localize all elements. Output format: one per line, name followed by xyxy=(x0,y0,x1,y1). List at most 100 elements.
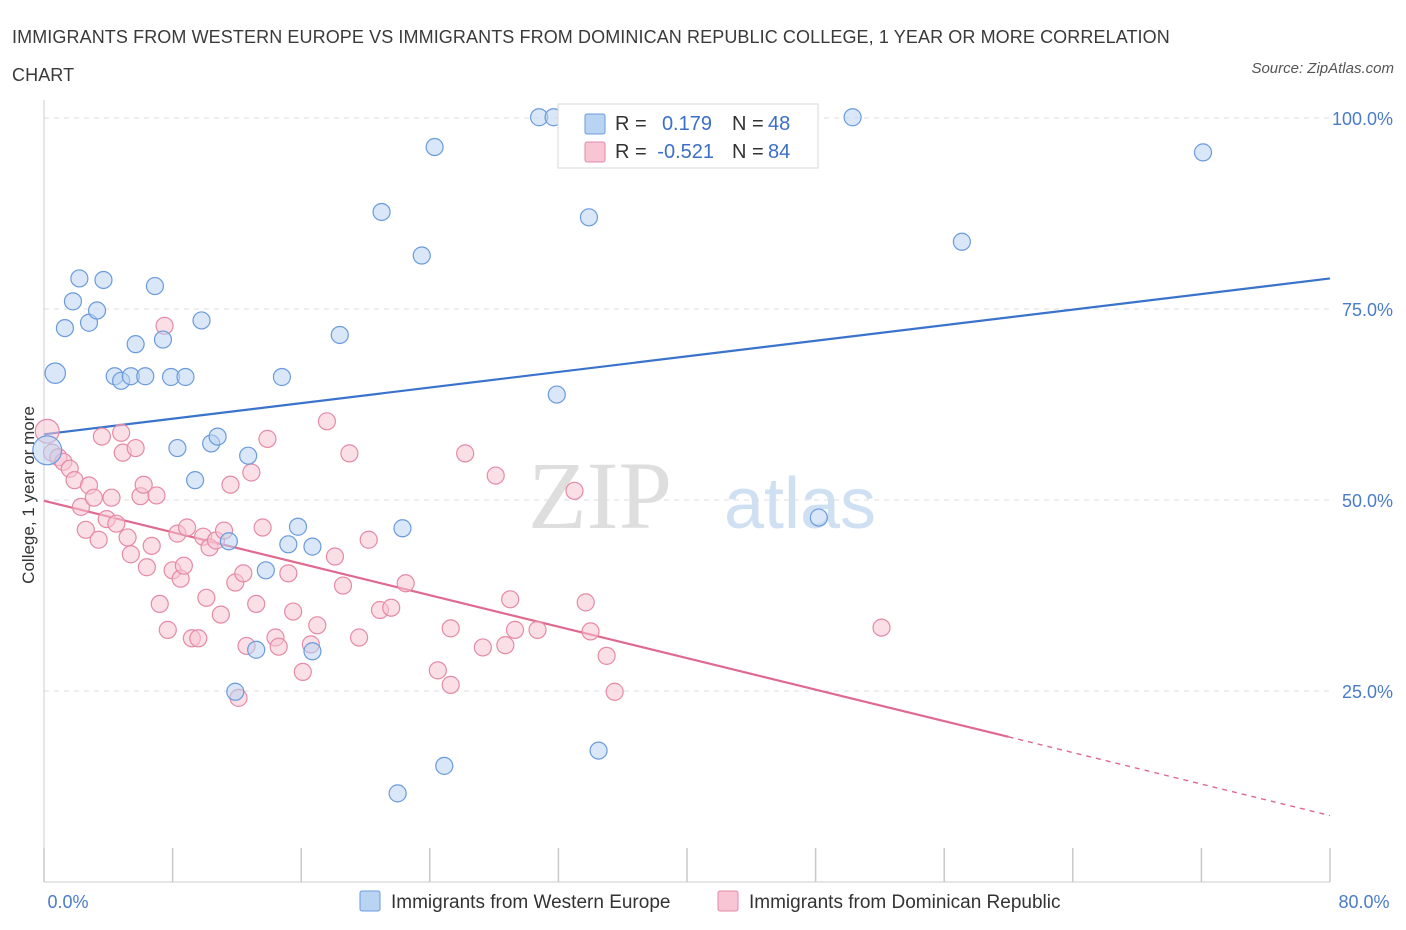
data-point-dominican-republic xyxy=(396,574,415,593)
trend-line-western-europe xyxy=(43,277,1331,436)
legend-label-western-europe: Immigrants from Western Europe xyxy=(391,892,670,913)
legend-swatch-pink xyxy=(717,890,739,912)
legend-label-dominican-republic: Immigrants from Dominican Republic xyxy=(749,892,1061,913)
data-point-western-europe xyxy=(226,682,245,701)
watermark-atlas: atlas xyxy=(724,464,876,544)
stats-r-label: R = xyxy=(615,141,647,163)
watermark-zip: ZIP xyxy=(528,442,672,549)
data-point-dominican-republic xyxy=(333,576,353,595)
data-point-dominican-republic xyxy=(102,488,121,507)
data-point-western-europe xyxy=(176,367,195,387)
chart-title: IMMIGRANTS FROM WESTERN EUROPE VS IMMIGR… xyxy=(12,27,1170,85)
data-point-dominican-republic xyxy=(221,475,240,494)
data-point-western-europe xyxy=(579,208,599,227)
data-point-dominican-republic xyxy=(76,520,95,539)
data-point-dominican-republic xyxy=(473,638,492,657)
data-point-dominican-republic xyxy=(242,463,261,482)
y-tick-label: 25.0% xyxy=(1342,682,1393,702)
data-point-western-europe xyxy=(288,517,308,536)
data-point-dominican-republic xyxy=(293,662,312,682)
data-point-dominican-republic xyxy=(269,637,288,656)
data-point-western-europe xyxy=(247,640,266,659)
trend-line-dominican-extension xyxy=(1008,736,1331,817)
data-point-dominican-republic xyxy=(71,497,91,516)
data-point-western-europe xyxy=(809,508,828,527)
y-tick-label: 75.0% xyxy=(1342,300,1393,320)
data-point-dominican-republic xyxy=(174,556,193,575)
data-point-dominican-republic xyxy=(496,636,515,655)
stats-r-value: 0.179 xyxy=(662,113,712,135)
legend: Immigrants from Western Europe Immigrant… xyxy=(359,890,1061,913)
data-point-dominican-republic xyxy=(605,682,624,701)
data-point-dominican-republic xyxy=(107,514,126,533)
data-point-western-europe xyxy=(388,784,407,803)
data-point-western-europe xyxy=(219,532,238,551)
data-point-western-europe xyxy=(192,311,211,330)
data-point-dominican-republic xyxy=(325,547,345,566)
data-point-dominican-republic xyxy=(89,530,108,549)
data-point-western-europe xyxy=(272,367,292,387)
data-point-dominican-republic xyxy=(142,536,161,555)
stats-n-value: 84 xyxy=(768,141,790,163)
data-point-dominican-republic xyxy=(150,594,169,614)
data-point-dominican-republic xyxy=(147,486,166,505)
data-point-western-europe xyxy=(186,471,205,490)
gridlines xyxy=(44,117,1330,692)
data-point-dominican-republic xyxy=(211,605,230,624)
data-point-dominican-republic xyxy=(92,427,111,446)
data-point-dominican-republic xyxy=(581,622,600,641)
data-point-dominican-republic xyxy=(501,590,520,609)
y-axis-label: College, 1 year or more xyxy=(19,406,38,584)
data-point-dominican-republic xyxy=(137,558,156,577)
data-point-dominican-republic xyxy=(317,412,337,431)
y-tick-label: 50.0% xyxy=(1342,491,1393,511)
data-point-dominican-republic xyxy=(486,466,505,485)
data-point-western-europe xyxy=(843,108,862,127)
x-tick-label: 0.0% xyxy=(47,892,88,912)
data-point-western-europe xyxy=(1193,143,1213,162)
data-point-dominican-republic xyxy=(158,620,177,639)
x-tick-label: 80.0% xyxy=(1338,892,1389,912)
legend-swatch-blue xyxy=(359,890,381,912)
data-point-dominican-republic xyxy=(279,564,298,583)
data-point-dominican-republic xyxy=(359,530,378,549)
data-point-western-europe xyxy=(239,446,258,465)
data-point-western-europe xyxy=(126,335,145,354)
data-point-dominican-republic xyxy=(505,620,525,639)
trend-lines xyxy=(43,277,1331,817)
stats-box: R = 0.179 N = 48 R = -0.521 N = 84 xyxy=(557,103,819,169)
data-point-dominican-republic xyxy=(349,628,369,647)
data-point-dominican-republic xyxy=(456,444,475,463)
data-point-western-europe xyxy=(435,756,454,775)
data-point-western-europe xyxy=(136,367,155,386)
stats-n-label: N = xyxy=(732,113,764,135)
data-point-dominican-republic xyxy=(284,602,303,621)
data-point-dominican-republic xyxy=(258,429,277,448)
data-point-western-europe xyxy=(87,301,107,320)
data-point-dominican-republic xyxy=(189,629,208,648)
data-point-dominican-republic xyxy=(247,594,266,614)
data-point-western-europe xyxy=(153,330,173,349)
data-point-dominican-republic xyxy=(84,488,103,507)
data-point-western-europe xyxy=(330,325,349,345)
data-point-dominican-republic xyxy=(118,528,137,547)
data-point-western-europe xyxy=(412,246,431,265)
source-label: Source: ZipAtlas.com xyxy=(1251,60,1394,77)
stats-n-label: N = xyxy=(732,141,764,163)
data-point-dominican-republic xyxy=(197,588,216,607)
data-point-western-europe xyxy=(32,435,63,466)
data-point-western-europe xyxy=(372,202,391,222)
data-point-dominican-republic xyxy=(576,593,595,612)
data-point-western-europe xyxy=(303,537,322,556)
data-point-dominican-republic xyxy=(126,438,145,458)
x-tick-labels: 0.0% 80.0% xyxy=(47,892,1389,912)
axes xyxy=(43,100,1331,883)
data-point-dominican-republic xyxy=(528,620,547,639)
data-point-dominican-republic xyxy=(112,423,131,442)
data-point-dominican-republic xyxy=(177,518,197,537)
data-point-dominican-republic xyxy=(565,481,584,500)
data-point-western-europe xyxy=(303,642,322,661)
data-point-western-europe xyxy=(168,438,187,458)
data-point-western-europe xyxy=(44,362,67,384)
